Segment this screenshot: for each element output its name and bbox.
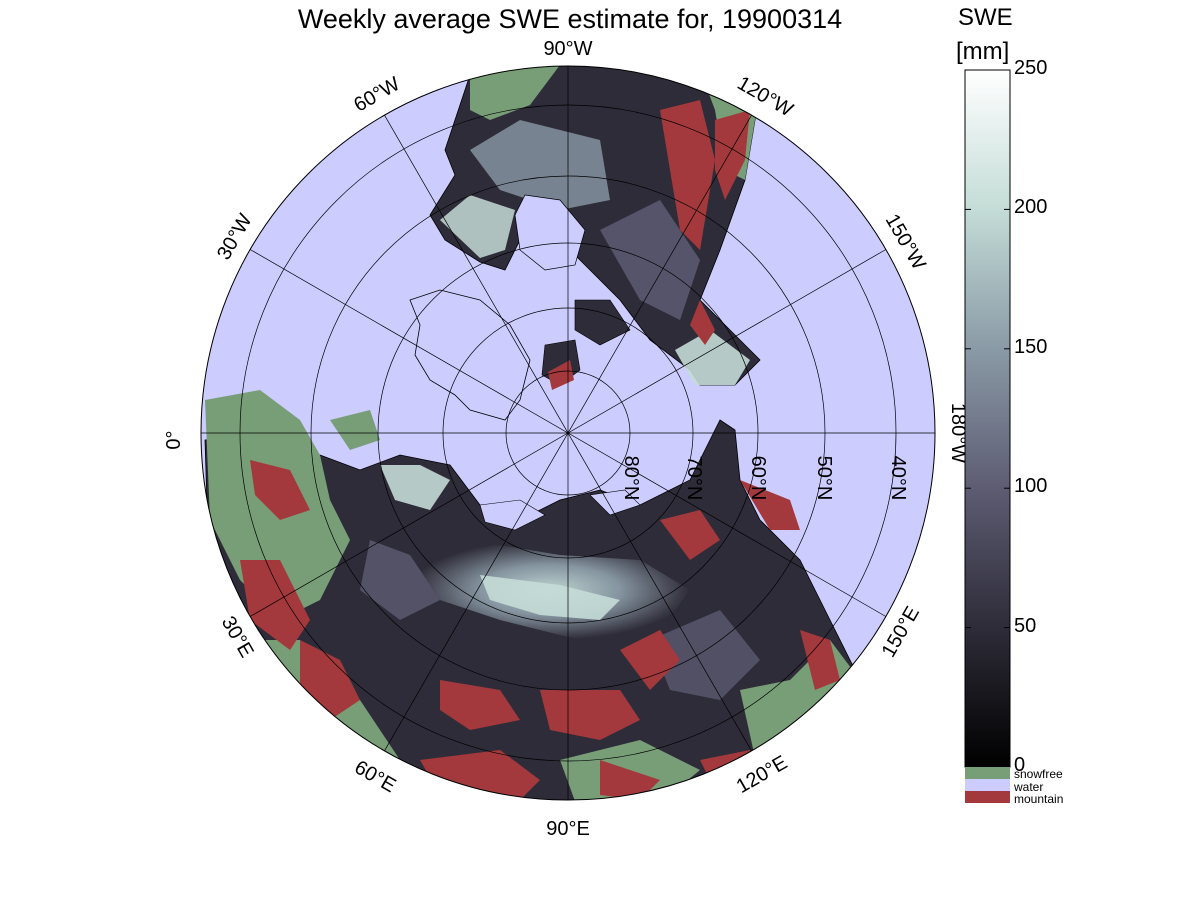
map-border: [200, 65, 936, 801]
lon-label-90e: 90°E: [546, 818, 590, 840]
meridian-lines: [201, 66, 935, 800]
lat-label-40n: 40°N: [887, 456, 909, 501]
legend-swatch-water: [965, 779, 1010, 791]
lon-label-180w: 180°W: [947, 403, 969, 463]
lat-label-60n: 60°N: [747, 456, 769, 501]
colorbar: [964, 69, 1011, 768]
figure-title: Weekly average SWE estimate for, 1990031…: [297, 4, 843, 34]
lat-label-70n: 70°N: [683, 456, 705, 501]
colorbar-label-swe: SWE: [958, 4, 1013, 31]
colorbar-tick-label: 100: [1014, 475, 1048, 498]
greenland-outline: [409, 289, 531, 421]
colorbar-label-unit: [mm]: [956, 38, 1010, 65]
colorbar-tick-label: 250: [1014, 57, 1048, 79]
legend-label-snowfree: snowfree: [1014, 767, 1063, 781]
lat-label-50n: 50°N: [813, 456, 835, 501]
colorbar-tick-label: 50: [1014, 614, 1037, 637]
colorbar-tick-label: 200: [1014, 196, 1048, 219]
legend-label-mountain: mountain: [1014, 792, 1064, 806]
meridian-line: [249, 249, 887, 617]
colorbar-tick-label: 150: [1014, 335, 1048, 358]
lon-label-120e: 120°E: [733, 752, 791, 798]
lon-label-0: 0°: [163, 430, 185, 449]
hudson-bay: [514, 194, 586, 271]
legend-label-water: water: [1014, 780, 1044, 794]
legend-swatch-snowfree: [965, 767, 1010, 779]
legend-swatch-mountain: [965, 791, 1010, 803]
lon-label-60e: 60°E: [351, 756, 400, 797]
lat-label-80n: 80°N: [620, 456, 642, 501]
lon-label-30e: 30°E: [217, 613, 258, 662]
colorbar-tick-label: 0: [1014, 754, 1026, 776]
lon-label-90w: 90°W: [543, 38, 592, 60]
